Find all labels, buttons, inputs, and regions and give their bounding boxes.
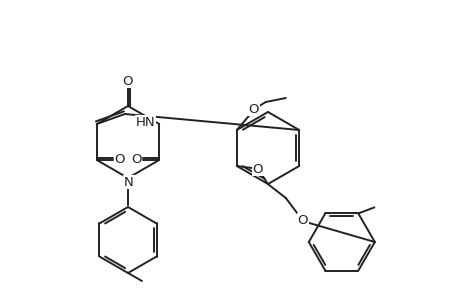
Text: O: O <box>297 214 308 226</box>
Text: O: O <box>248 103 258 116</box>
Text: O: O <box>131 152 141 166</box>
Text: O: O <box>252 163 263 176</box>
Text: O: O <box>123 74 133 88</box>
Text: HN: HN <box>135 116 155 128</box>
Text: N: N <box>124 176 134 188</box>
Text: O: O <box>114 152 125 166</box>
